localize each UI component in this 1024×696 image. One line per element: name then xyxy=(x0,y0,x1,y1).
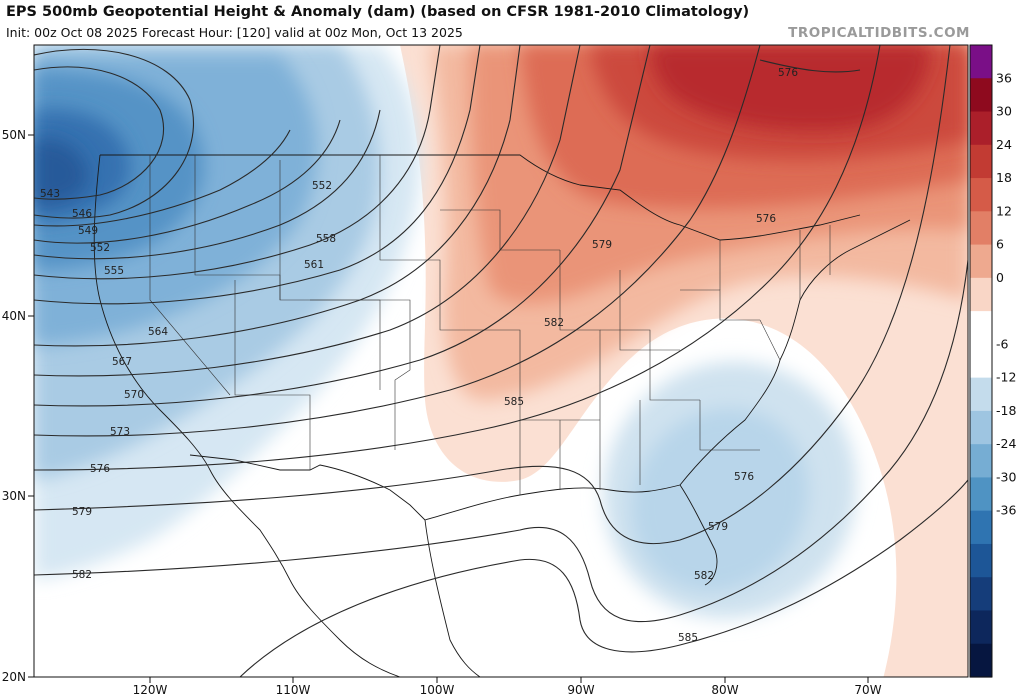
colorbar-swatch xyxy=(970,410,992,445)
colorbar-tick-label: -36 xyxy=(996,503,1016,518)
height-contours xyxy=(34,45,968,677)
contour-label: 555 xyxy=(104,265,124,277)
lon-label: 80W xyxy=(711,683,738,696)
contour-label: 558 xyxy=(316,233,336,245)
colorbar-swatch xyxy=(970,444,992,479)
colorbar-swatch xyxy=(970,244,992,279)
colorbar-tick-label: 18 xyxy=(996,170,1012,185)
colorbar-swatch xyxy=(970,477,992,512)
contour-label: 582 xyxy=(72,569,92,581)
colorbar-swatch xyxy=(970,178,992,212)
lon-label: 110W xyxy=(276,683,311,696)
colorbar-tick-label: -12 xyxy=(996,370,1016,385)
southeast-negative-anomaly xyxy=(603,361,857,619)
colorbar-swatch xyxy=(970,277,992,312)
colorbar-swatch xyxy=(970,510,992,545)
lat-label: 30N xyxy=(2,489,26,503)
colorbar-tick-label: 36 xyxy=(996,70,1012,85)
latitude-axis: 50N 40N 30N 20N xyxy=(2,128,34,684)
brand-watermark: TROPICALTIDBITS.COM xyxy=(788,25,970,41)
colorbar-tick-label: 6 xyxy=(996,237,1004,252)
contour-label: 585 xyxy=(678,632,698,644)
contour-label: 579 xyxy=(708,521,728,533)
colorbar-tick-label: -24 xyxy=(996,436,1016,451)
colorbar-swatch xyxy=(970,377,992,412)
lon-label: 70W xyxy=(854,683,881,696)
map-subtitle: Init: 00z Oct 08 2025 Forecast Hour: [12… xyxy=(6,25,463,40)
contour-label: 561 xyxy=(304,259,324,271)
country-borders xyxy=(93,154,911,677)
colorbar-swatch xyxy=(970,311,992,345)
colorbar-tick-label: 30 xyxy=(996,104,1012,119)
colorbar-tick-label: 0 xyxy=(996,270,1004,285)
lon-label: 100W xyxy=(420,683,455,696)
colorbar-tick-label: -18 xyxy=(996,403,1016,418)
negative-anomaly-shading xyxy=(34,45,420,580)
colorbar-swatch xyxy=(970,643,992,678)
longitude-axis: 120W 110W 100W 90W 80W 70W xyxy=(133,677,882,696)
colorbar-swatch xyxy=(970,111,992,146)
contour-label: 579 xyxy=(72,506,92,518)
contour-label: 576 xyxy=(756,213,776,225)
colorbar-swatch xyxy=(970,211,992,246)
contour-label: 543 xyxy=(40,188,60,200)
contour-label: 579 xyxy=(592,239,612,251)
colorbar-tick-label: -30 xyxy=(996,469,1016,484)
colorbar-tick-label: 24 xyxy=(996,137,1012,152)
colorbar-tick-label: 12 xyxy=(996,203,1012,218)
contour-label: 576 xyxy=(734,471,754,483)
contour-label: 576 xyxy=(90,463,110,475)
contour-label: 552 xyxy=(90,242,110,254)
colorbar-tick-label: -6 xyxy=(996,336,1009,351)
state-borders xyxy=(149,155,831,495)
colorbar-swatch xyxy=(970,45,992,79)
lat-label: 50N xyxy=(2,128,26,142)
contour-label: 564 xyxy=(148,326,168,338)
map-frame xyxy=(33,44,969,678)
colorbar-swatch xyxy=(970,144,992,179)
contour-label: 573 xyxy=(110,426,130,438)
positive-anomaly-shading xyxy=(400,45,968,677)
colorbar-swatch xyxy=(970,344,992,379)
map-title: EPS 500mb Geopotential Height & Anomaly … xyxy=(6,4,750,20)
colorbar-swatch xyxy=(970,577,992,612)
colorbar-frame xyxy=(969,44,993,678)
contour-label: 552 xyxy=(312,180,332,192)
colorbar-swatch xyxy=(970,78,992,113)
lon-label: 90W xyxy=(567,683,594,696)
lat-label: 40N xyxy=(2,309,26,323)
contour-label: 570 xyxy=(124,389,144,401)
contour-labels: 543 546 549 552 555 564 567 570 573 576 … xyxy=(40,67,798,644)
contour-label: 567 xyxy=(112,356,132,368)
map-panel: 543 546 549 552 555 564 567 570 573 576 … xyxy=(34,45,968,677)
contour-label: 576 xyxy=(778,67,798,79)
contour-label: 582 xyxy=(544,317,564,329)
lat-label: 20N xyxy=(2,670,26,684)
contour-label: 585 xyxy=(504,396,524,408)
lon-label: 120W xyxy=(133,683,168,696)
contour-label: 582 xyxy=(694,570,714,582)
colorbar-swatch xyxy=(970,543,992,578)
contour-label: 549 xyxy=(78,225,98,237)
contour-label: 546 xyxy=(72,208,92,220)
colorbar-swatch xyxy=(970,610,992,645)
colorbar: 36 30 24 18 12 6 0 -6 -12 -18 -24 -30 -36 xyxy=(969,44,1016,678)
